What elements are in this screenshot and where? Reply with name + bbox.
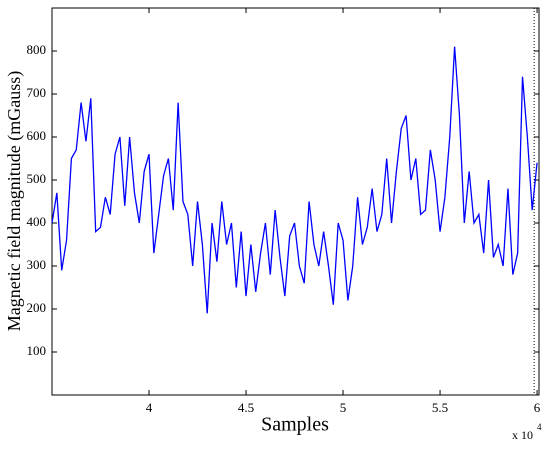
- data-line: [51, 46, 538, 314]
- y-tick-label: 700: [27, 85, 47, 100]
- x-tick-label: 6: [534, 400, 541, 415]
- x-tick-label: 4: [146, 400, 153, 415]
- y-tick-label: 600: [27, 128, 47, 143]
- y-tick-label: 100: [27, 343, 47, 358]
- y-tick-label: 300: [27, 257, 47, 272]
- axes-box: [51, 7, 540, 396]
- x-tick-label: 5: [340, 400, 347, 415]
- y-tick-label: 400: [27, 214, 47, 229]
- x-tick-label: 4.5: [238, 400, 254, 415]
- x-multiplier-exponent: 4: [537, 422, 542, 432]
- y-tick-label: 200: [27, 300, 47, 315]
- y-tick-label: 800: [27, 42, 47, 57]
- y-tick-label: 500: [27, 171, 47, 186]
- y-axis-label: Magnetic field magnitude (mGauss): [4, 71, 25, 331]
- x-axis-label: Samples: [261, 414, 329, 436]
- x-tick-label: 5.5: [432, 400, 448, 415]
- x-multiplier-base: x 10: [512, 428, 533, 442]
